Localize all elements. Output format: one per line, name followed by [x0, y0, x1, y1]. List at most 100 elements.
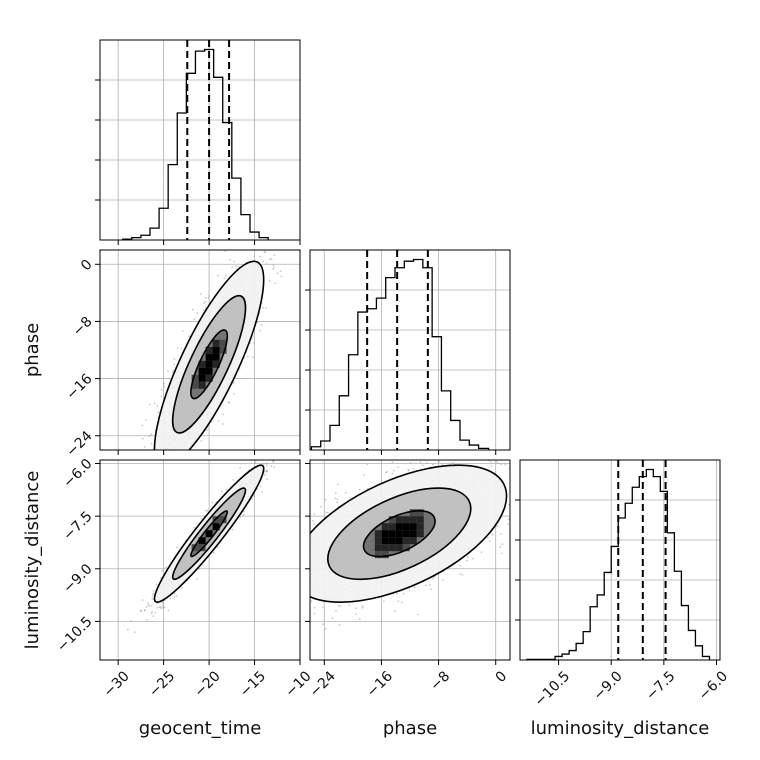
scatter-point: [495, 460, 498, 463]
scatter-point: [171, 371, 174, 374]
histogram-panel-phase: [305, 249, 511, 455]
scatter-point: [180, 347, 183, 349]
contour-1: [190, 510, 229, 558]
scatter-point: [393, 610, 396, 612]
scatter-point: [265, 469, 268, 472]
scatter-point: [212, 551, 215, 554]
scatter-point: [339, 605, 342, 607]
scatter-point: [262, 260, 264, 263]
scatter-point: [276, 272, 279, 275]
scatter-point: [268, 455, 270, 457]
scatter-point: [273, 266, 275, 269]
scatter-point: [202, 309, 205, 311]
scatter-point: [182, 457, 184, 459]
density-cell: [205, 374, 213, 382]
scatter-point: [268, 279, 271, 282]
scatter-point: [156, 453, 158, 455]
scatter-point: [511, 513, 513, 515]
scatter-point: [384, 471, 387, 474]
scatter-point: [176, 347, 179, 349]
scatter-point: [243, 243, 245, 245]
scatter-point: [358, 618, 361, 621]
scatter-point: [247, 355, 249, 358]
panel-border: [99, 459, 301, 661]
scatter-point: [308, 559, 310, 561]
scatter-point: [166, 454, 168, 456]
scatter-point: [274, 282, 277, 285]
scatter-point: [266, 478, 268, 481]
scatter-point: [454, 452, 456, 454]
scatter-point: [161, 453, 163, 455]
scatter-point: [152, 592, 155, 595]
scatter-point: [322, 623, 324, 626]
scatter-point: [459, 457, 461, 459]
scatter-point: [232, 479, 235, 481]
scatter-point: [163, 385, 165, 388]
scatter-point: [160, 389, 163, 391]
scatter-point: [220, 490, 223, 493]
scatter-point: [338, 623, 341, 626]
scatter-point: [251, 497, 254, 500]
scatter-point: [233, 393, 236, 395]
scatter-point: [320, 505, 322, 508]
histogram-marks: [526, 460, 711, 660]
scatter-point: [200, 440, 203, 442]
scatter-point: [412, 468, 415, 470]
scatter-point: [264, 251, 266, 254]
scatter-point: [157, 411, 160, 414]
scatter-point: [172, 453, 174, 455]
scatter-point: [301, 608, 303, 610]
scatter-point: [430, 588, 432, 591]
scatter-point: [259, 485, 262, 488]
histogram-panel-geocent_time: [95, 39, 301, 245]
scatter-point: [204, 300, 207, 303]
scatter-point: [451, 461, 454, 464]
scatter-point: [160, 607, 163, 610]
scatter-point: [205, 429, 208, 432]
scatter-point: [259, 329, 262, 332]
scatter-point: [204, 296, 207, 299]
panel-background: [520, 460, 720, 660]
scatter-point: [497, 462, 500, 465]
density-cell: [198, 360, 206, 368]
density-panel-phase-luminosity_distance: [301, 452, 516, 665]
scatter-point: [167, 370, 169, 372]
scatter-point: [263, 250, 266, 253]
scatter-point: [355, 607, 357, 609]
scatter-point: [504, 463, 507, 466]
scatter-point: [310, 600, 313, 603]
scatter-point: [233, 260, 236, 263]
scatter-point: [334, 497, 337, 500]
density-marks: [301, 452, 516, 630]
scatter-point: [326, 511, 329, 514]
density-cell: [205, 367, 213, 375]
histogram-step: [122, 48, 269, 240]
scatter-point: [510, 486, 512, 488]
scatter-point: [159, 606, 162, 608]
scatter-point: [307, 500, 309, 502]
scatter-point: [439, 455, 441, 457]
scatter-point: [153, 402, 156, 405]
scatter-point: [141, 424, 144, 427]
scatter-point: [325, 511, 328, 514]
scatter-point: [466, 556, 469, 559]
scatter-point: [514, 531, 516, 533]
scatter-point: [261, 491, 263, 493]
scatter-point: [150, 433, 153, 436]
contour-2: [171, 487, 247, 581]
scatter-point: [169, 453, 171, 455]
scatter-point: [426, 462, 429, 464]
scatter-point: [407, 469, 410, 472]
scatter-point: [256, 321, 259, 323]
scatter-point: [500, 463, 503, 466]
scatter-point: [253, 494, 256, 497]
scatter-point: [417, 613, 419, 616]
scatter-point: [155, 583, 158, 586]
scatter-point: [223, 277, 226, 280]
scatter-point: [491, 534, 494, 536]
scatter-point: [413, 586, 416, 589]
scatter-point: [304, 559, 306, 561]
scatter-point: [441, 463, 443, 465]
scatter-point: [167, 609, 170, 612]
scatter-point: [150, 442, 153, 445]
